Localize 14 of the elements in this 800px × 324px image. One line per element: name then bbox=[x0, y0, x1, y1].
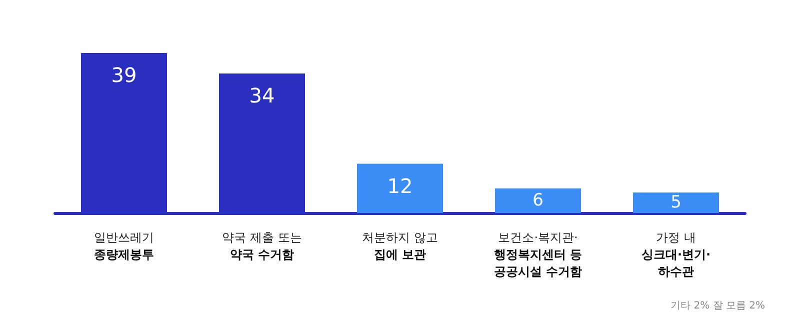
x-tick-label: 약국 제출 또는 약국 수거함 bbox=[222, 230, 302, 262]
bar bbox=[633, 192, 719, 213]
data-label: 39 bbox=[111, 63, 137, 87]
x-tick-label: 보건소·복지관· 행정복지센터 등 공공시설 수거함 bbox=[494, 230, 582, 278]
x-tick-label: 일반쓰레기 종량제봉투 bbox=[94, 230, 154, 262]
data-label: 12 bbox=[387, 174, 413, 198]
data-label: 5 bbox=[670, 192, 682, 213]
data-label: 34 bbox=[249, 84, 275, 108]
bar bbox=[357, 164, 443, 213]
data-label: 6 bbox=[532, 190, 544, 211]
text: 기타 2% 잘 모름 2% bbox=[670, 300, 766, 312]
bar bbox=[495, 188, 581, 213]
x-tick-label: 가정 내 싱크대·변기· 하수관 bbox=[641, 230, 711, 278]
x-tick-label: 처분하지 않고 집에 보관 bbox=[362, 230, 438, 262]
